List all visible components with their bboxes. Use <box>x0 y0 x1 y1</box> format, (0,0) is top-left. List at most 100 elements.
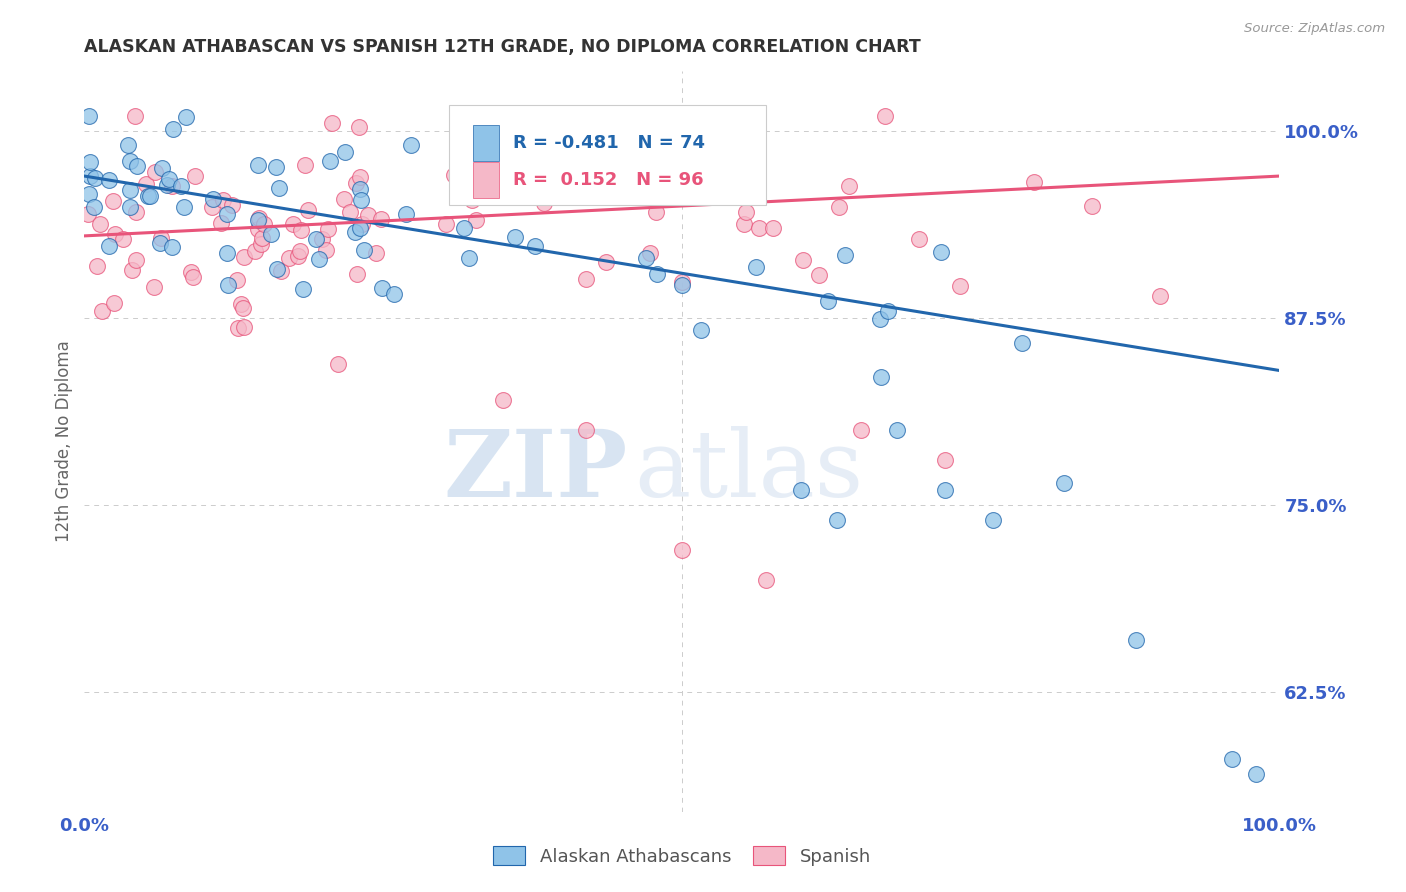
Point <box>464 213 486 227</box>
Point <box>247 211 270 225</box>
Point <box>851 423 873 437</box>
Point <box>77 207 100 221</box>
Point <box>149 235 172 250</box>
Point <box>981 513 1004 527</box>
Point <box>382 286 405 301</box>
Point <box>291 282 314 296</box>
Point <box>79 187 101 202</box>
Point <box>666 176 689 190</box>
Point <box>270 264 292 278</box>
Point <box>808 268 831 282</box>
Point <box>266 262 288 277</box>
Point <box>118 200 141 214</box>
Point <box>733 217 755 231</box>
Point <box>460 194 482 208</box>
Point <box>294 158 316 172</box>
Point <box>149 230 172 244</box>
Point <box>232 320 254 334</box>
Point <box>827 513 849 527</box>
Point <box>1149 289 1171 303</box>
Point <box>142 280 165 294</box>
Point <box>817 293 839 308</box>
Point <box>215 246 238 260</box>
Point <box>143 165 166 179</box>
Point <box>86 259 108 273</box>
FancyBboxPatch shape <box>472 126 499 161</box>
Point <box>645 205 668 219</box>
Point <box>311 232 333 246</box>
Point <box>333 192 356 206</box>
Point <box>443 168 465 182</box>
Point <box>1244 767 1267 781</box>
Point <box>250 237 273 252</box>
Point <box>201 200 224 214</box>
Point <box>217 277 239 292</box>
Point <box>232 250 254 264</box>
Point <box>478 178 501 193</box>
Point <box>173 200 195 214</box>
Point <box>357 207 380 221</box>
Point <box>202 192 225 206</box>
Point <box>170 179 193 194</box>
Point <box>834 248 856 262</box>
Point <box>668 136 690 150</box>
Point <box>344 226 367 240</box>
Point <box>215 207 238 221</box>
Point <box>745 260 768 274</box>
Point <box>366 246 388 260</box>
Point <box>634 251 657 265</box>
Point <box>875 109 897 123</box>
Point <box>319 154 342 169</box>
Text: Source: ZipAtlas.com: Source: ZipAtlas.com <box>1244 22 1385 36</box>
Point <box>638 245 661 260</box>
Text: ZIP: ZIP <box>444 426 628 516</box>
Point <box>908 232 931 246</box>
Point <box>321 116 343 130</box>
Point <box>221 198 243 212</box>
Point <box>184 169 207 183</box>
Point <box>1081 199 1104 213</box>
Point <box>762 221 785 235</box>
Point <box>347 120 370 135</box>
Point <box>160 240 183 254</box>
Point <box>645 267 668 281</box>
Point <box>315 243 337 257</box>
Point <box>1022 175 1045 189</box>
Point <box>83 170 105 185</box>
Point <box>790 483 813 497</box>
Point <box>290 223 312 237</box>
Point <box>232 301 254 316</box>
Legend: Alaskan Athabascans, Spanish: Alaskan Athabascans, Spanish <box>492 847 872 865</box>
Point <box>288 244 311 258</box>
Point <box>174 110 197 124</box>
Point <box>575 272 598 286</box>
Point <box>136 189 159 203</box>
Point <box>120 183 142 197</box>
Point <box>457 252 479 266</box>
Point <box>1053 475 1076 490</box>
Point <box>869 312 891 326</box>
Point <box>89 217 111 231</box>
Point <box>350 217 373 231</box>
Point <box>287 249 309 263</box>
Point <box>349 170 371 185</box>
Point <box>401 138 423 153</box>
Point <box>104 227 127 241</box>
Point <box>91 304 114 318</box>
Point <box>671 543 693 558</box>
Point <box>349 182 371 196</box>
Point <box>671 277 693 292</box>
Point <box>371 281 394 295</box>
Point <box>533 195 555 210</box>
Point <box>308 252 330 267</box>
Point <box>101 194 124 208</box>
Point <box>264 160 287 174</box>
Point <box>792 252 814 267</box>
Point <box>1220 752 1243 766</box>
Point <box>124 109 146 123</box>
Text: atlas: atlas <box>634 426 863 516</box>
Point <box>353 243 375 257</box>
Point <box>260 227 283 241</box>
Point <box>112 232 135 246</box>
Point <box>305 231 328 245</box>
